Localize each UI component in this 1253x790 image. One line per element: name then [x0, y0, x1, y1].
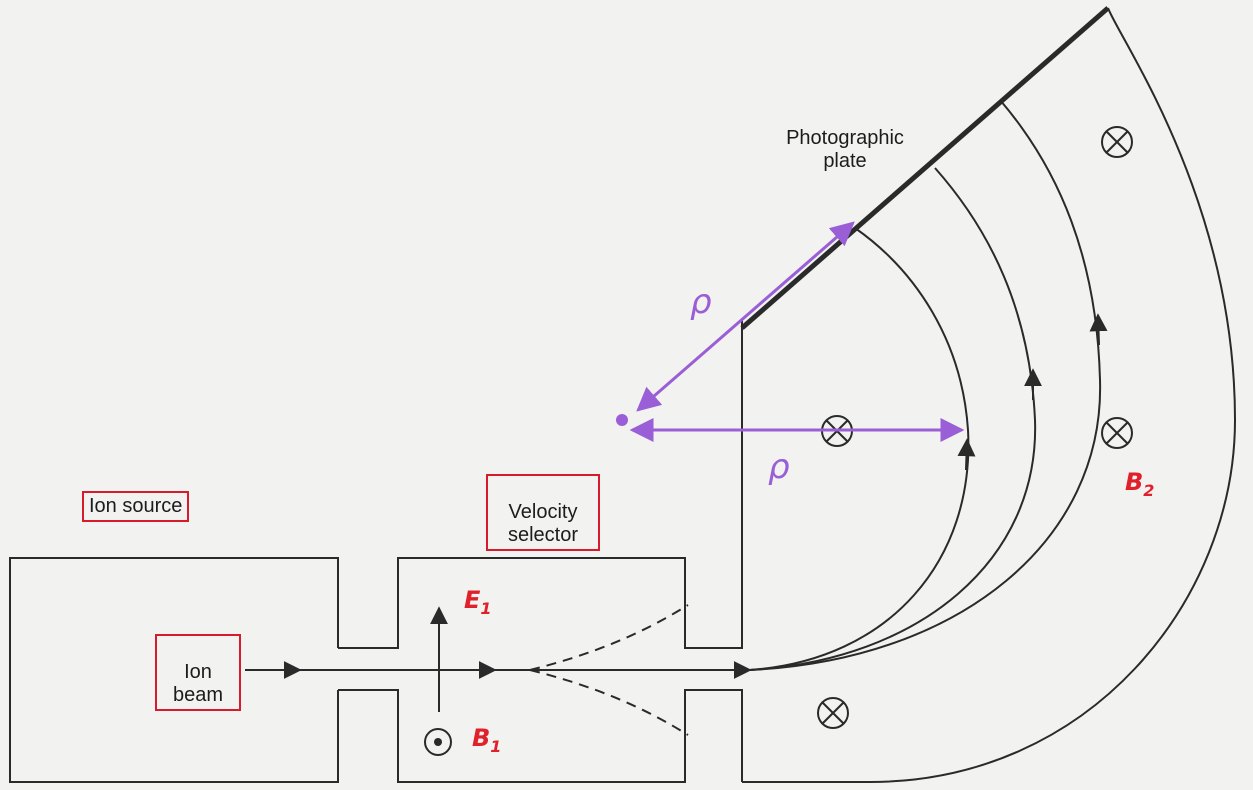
ion-source-housing	[9, 557, 339, 783]
trajectory-arrow-3	[1089, 313, 1108, 346]
trajectory-arrow-1	[957, 438, 976, 471]
magnetic-field-b2-label: B2	[1125, 468, 1155, 500]
magnetic-field-b1-label: B1	[472, 724, 502, 756]
trajectory-1	[749, 227, 970, 671]
circle-cross-icon	[817, 697, 849, 729]
circle-cross-icon	[1101, 126, 1133, 158]
velocity-selector-label: Velocity selector	[486, 474, 600, 551]
ion-beam-label: Ion beam	[155, 634, 241, 711]
circle-cross-icon	[1101, 417, 1133, 449]
source-nozzle-top	[338, 320, 743, 649]
radius-arrow-upper	[636, 221, 855, 412]
deflected-path-down	[529, 669, 689, 736]
photographic-plate-label: Photographic plate	[786, 127, 904, 172]
ion-source-label: Ion source	[82, 491, 190, 522]
electric-field-label: E1	[464, 586, 492, 618]
circle-dot-icon	[424, 728, 452, 756]
center-point-marker	[616, 414, 628, 426]
radius-label-upper: ρ	[690, 282, 712, 322]
magnet-sector-boundary	[742, 7, 1237, 783]
radius-label-lower: ρ	[768, 447, 790, 487]
trajectory-3	[749, 99, 1102, 671]
trajectory-2	[749, 167, 1037, 671]
deflected-path-up	[529, 604, 689, 671]
source-nozzle-bottom	[338, 689, 743, 783]
